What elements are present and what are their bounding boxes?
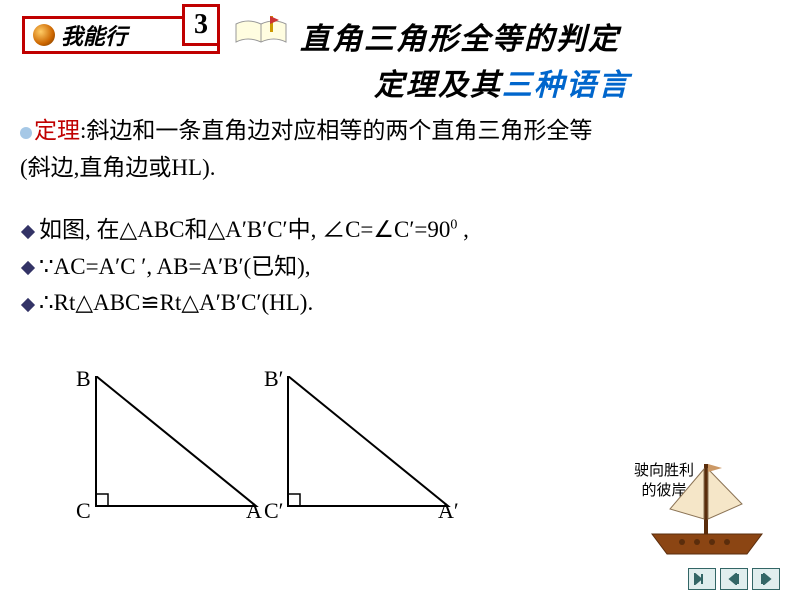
proof-line1: 如图, 在△ABC和△A′B′C′中, ∠C=∠C′=900 ,: [20, 213, 720, 248]
tri-symbol3: △: [75, 290, 93, 315]
proof3a: ∴Rt: [39, 290, 75, 315]
triangle-diagrams: B C A B′ C′ A′: [86, 366, 486, 536]
title-line2-black: 定理及其: [374, 69, 502, 102]
diamond-icon-2: [21, 261, 35, 275]
nav-next-button[interactable]: [752, 568, 780, 590]
badge-text: 我能行: [61, 19, 127, 51]
title-line2-blue: 三种语言: [502, 69, 630, 102]
title-line2: 定理及其三种语言: [374, 60, 630, 104]
tri-symbol4: △: [181, 290, 199, 315]
theorem-text2: (斜边,直角边或HL).: [20, 155, 215, 180]
proof1d: ,: [457, 217, 469, 242]
diamond-icon-3: [21, 298, 35, 312]
proof3b: ABC≌Rt: [93, 290, 181, 315]
label-A1: A′: [438, 498, 459, 524]
label-C: C: [76, 498, 91, 524]
bullet-dot-icon: [20, 127, 32, 139]
triangle-a1b1c1: [278, 376, 458, 516]
book-icon: [234, 16, 288, 48]
proof-line3: ∴Rt△ABC≌Rt△A′B′C′(HL).: [20, 286, 720, 321]
tri-symbol: △: [120, 217, 138, 242]
title-line1: 直角三角形全等的判定: [300, 14, 620, 58]
proof1c: A′B′C′中, ∠C=∠C′=90: [225, 217, 450, 242]
proof2: ∵AC=A′C ′, AB=A′B′(已知),: [39, 254, 311, 279]
ship-icon: [642, 454, 772, 564]
theorem-label: 定理: [34, 118, 80, 143]
theorem-line: 定理:斜边和一条直角边对应相等的两个直角三角形全等: [20, 114, 720, 149]
nav-controls: [688, 568, 780, 590]
theorem-line2: (斜边,直角边或HL).: [20, 151, 720, 186]
tri-symbol2: △: [208, 217, 226, 242]
proof3c: A′B′C′(HL).: [199, 290, 313, 315]
content-area: 定理:斜边和一条直角边对应相等的两个直角三角形全等 (斜边,直角边或HL). 如…: [20, 114, 720, 323]
nav-end-button[interactable]: [688, 568, 716, 590]
nav-prev-button[interactable]: [720, 568, 748, 590]
diamond-icon: [21, 225, 35, 239]
proof1b: ABC和: [137, 217, 207, 242]
label-A: A: [246, 498, 262, 524]
theorem-text1: 斜边和一条直角边对应相等的两个直角三角形全等: [86, 118, 592, 143]
label-B: B: [76, 366, 91, 392]
triangle-abc: [86, 376, 266, 516]
badge-number: 3: [182, 4, 220, 46]
sphere-icon: [33, 24, 55, 46]
label-B1: B′: [264, 366, 284, 392]
proof-line2: ∵AC=A′C ′, AB=A′B′(已知),: [20, 250, 720, 285]
label-C1: C′: [264, 498, 284, 524]
proof1a: 如图, 在: [39, 217, 120, 242]
